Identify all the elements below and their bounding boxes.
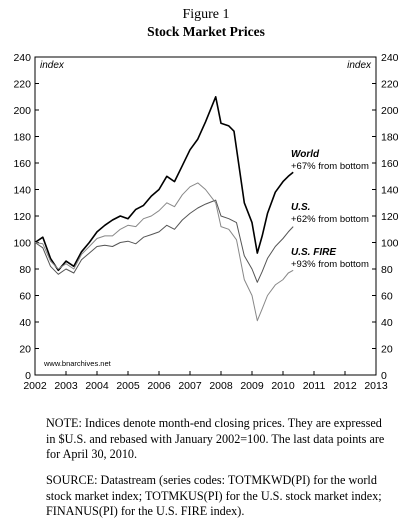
y-left-tick-label: 0 xyxy=(25,370,31,382)
y-right-tick-label: 200 xyxy=(381,105,399,117)
y-right-tick-label: 60 xyxy=(381,291,393,303)
y-right-tick-label: 0 xyxy=(381,370,387,382)
series-line-u-s xyxy=(34,199,294,283)
x-tick-label: 2009 xyxy=(240,380,264,392)
watermark: www.bnarchives.net xyxy=(43,359,112,368)
label-world: World xyxy=(291,149,320,160)
left-unit-label: index xyxy=(40,60,65,71)
label-us-fire-change: +93% from bottom xyxy=(291,259,369,270)
series-line-world xyxy=(34,95,294,272)
y-right-tick-label: 240 xyxy=(381,52,399,64)
x-tick-label: 2012 xyxy=(333,380,357,392)
chart-note: NOTE: Indices denote month-end closing p… xyxy=(46,416,385,461)
y-left-tick-label: 140 xyxy=(13,185,31,197)
y-left-tick-label: 100 xyxy=(13,238,31,250)
x-tick-label: 2010 xyxy=(271,380,295,392)
figure-heading: Figure 1 Stock Market Prices xyxy=(0,6,412,40)
y-right-tick-label: 120 xyxy=(381,211,399,223)
chart-title: Stock Market Prices xyxy=(147,24,265,39)
y-left-tick-label: 200 xyxy=(13,105,31,117)
right-unit-label: index xyxy=(347,60,372,71)
y-left-tick-label: 220 xyxy=(13,79,31,91)
y-left-tick-label: 240 xyxy=(13,52,31,64)
x-tick-label: 2011 xyxy=(303,380,326,392)
y-left-tick-label: 40 xyxy=(19,317,31,329)
stock-price-chart: 0 20 40 60 80 100 120 140 160 180 200 220 240 0 20 40 6… xyxy=(13,52,399,392)
label-world-change: +67% from bottom xyxy=(291,161,369,172)
x-axis: 2002 2003 2004 2005 2006 2007 2008 2009 2010 2011… xyxy=(23,371,388,392)
y-right-tick-label: 180 xyxy=(381,132,399,144)
x-tick-label: 2004 xyxy=(85,380,109,392)
x-tick-label: 2005 xyxy=(116,380,140,392)
y-left-tick-label: 180 xyxy=(13,132,31,144)
label-us: U.S. xyxy=(291,202,310,213)
y-axis-left: 0 20 40 60 80 100 120 140 160 180 200 220 240 xyxy=(13,52,39,382)
y-right-tick-label: 100 xyxy=(381,238,399,250)
y-left-tick-label: 120 xyxy=(13,211,31,223)
x-tick-label: 2003 xyxy=(54,380,78,392)
y-right-tick-label: 160 xyxy=(381,158,399,170)
series-line-u-s-fire xyxy=(34,182,294,322)
label-us-fire: U.S. FIRE xyxy=(291,247,336,258)
x-tick-label: 2008 xyxy=(209,380,233,392)
chart-source: SOURCE: Datastream (series codes: TOTMKW… xyxy=(46,473,382,518)
figure-number: Figure 1 xyxy=(182,7,230,22)
y-axis-right: 0 20 40 60 80 100 120 140 160 180 200 220 240 xyxy=(372,52,399,382)
y-right-tick-label: 140 xyxy=(381,185,399,197)
x-tick-label: 2007 xyxy=(178,380,202,392)
series-labels: World +67% from bottom U.S. +62% from bo… xyxy=(291,149,369,270)
y-right-tick-label: 20 xyxy=(381,344,393,356)
y-left-tick-label: 60 xyxy=(19,291,31,303)
x-tick-label: 2013 xyxy=(364,380,388,392)
y-right-tick-label: 80 xyxy=(381,264,393,276)
x-tick-label: 2002 xyxy=(23,380,47,392)
label-us-change: +62% from bottom xyxy=(291,214,369,225)
y-left-tick-label: 80 xyxy=(19,264,31,276)
y-right-tick-label: 40 xyxy=(381,317,393,329)
x-tick-label: 2006 xyxy=(147,380,171,392)
y-right-tick-label: 220 xyxy=(381,79,399,91)
series-lines xyxy=(34,95,294,322)
y-left-tick-label: 160 xyxy=(13,158,31,170)
y-left-tick-label: 20 xyxy=(19,344,31,356)
